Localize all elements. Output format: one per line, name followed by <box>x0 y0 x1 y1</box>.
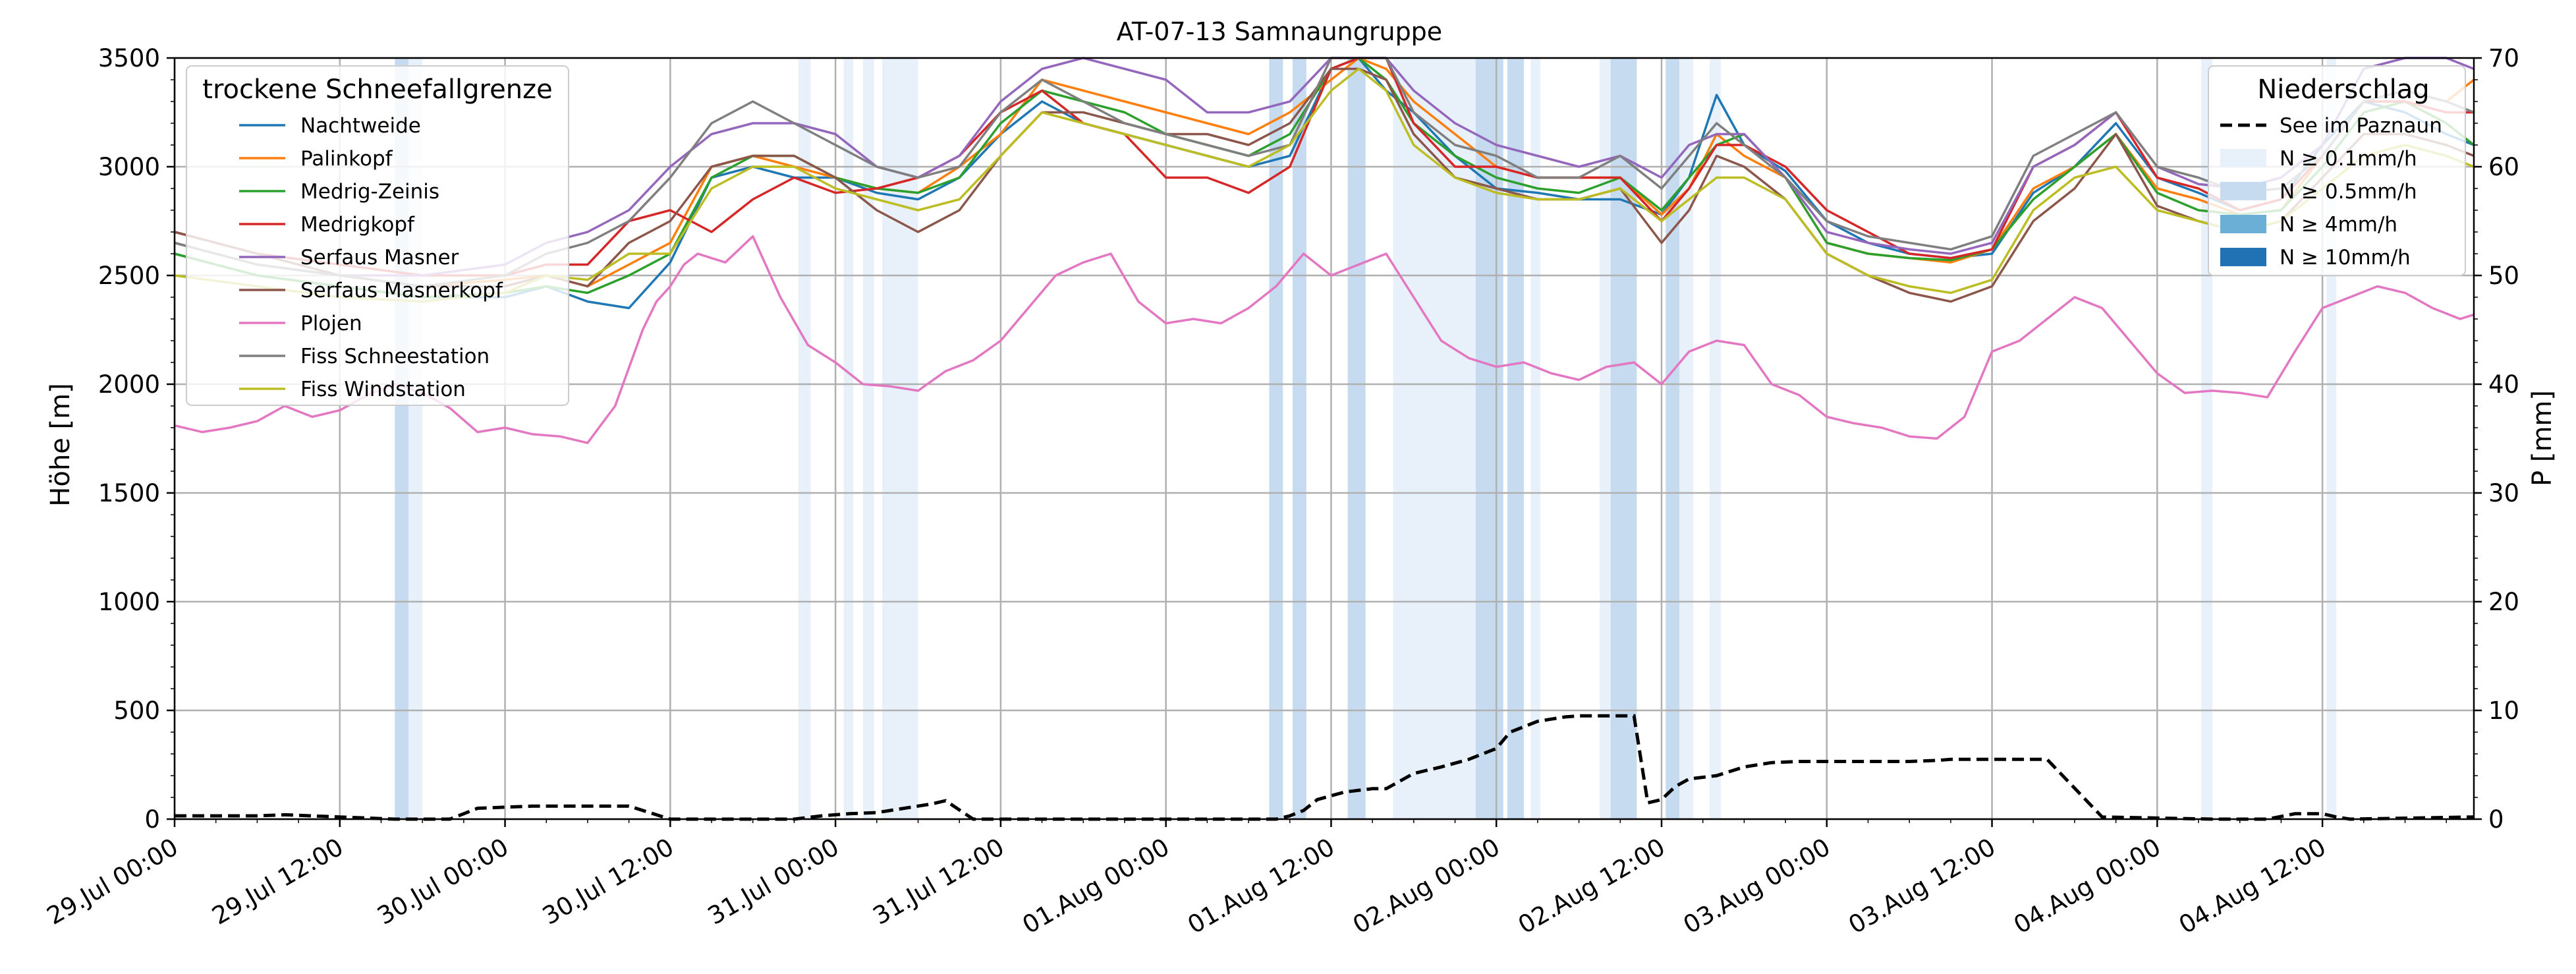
x-tick-label: 03.Aug 00:00 <box>1679 833 1835 940</box>
legend-label: Medrig-Zeinis <box>300 180 439 204</box>
y-tick-label: 2500 <box>98 262 160 290</box>
legend-swatch <box>2220 248 2266 266</box>
precip-band <box>1530 58 1541 819</box>
y-tick-label: 1500 <box>98 479 160 507</box>
y2-axis-label: P [mm] <box>2527 390 2558 486</box>
precip-band <box>1292 58 1306 819</box>
legend-label: Serfaus Masnerkopf <box>300 279 503 302</box>
precip-band <box>862 58 874 819</box>
x-tick-label: 02.Aug 12:00 <box>1513 833 1670 940</box>
y-tick-label: 1000 <box>98 588 160 616</box>
x-tick-label: 04.Aug 12:00 <box>2174 833 2331 940</box>
legend-label: See im Paznaun <box>2280 114 2442 138</box>
y-tick-label: 2000 <box>98 370 160 399</box>
legend-label: Fiss Windstation <box>300 378 466 401</box>
x-tick-label: 31.Jul 12:00 <box>868 833 1009 931</box>
precip-band <box>1347 58 1366 819</box>
legend-snowline: trockene Schneefallgrenze Nachtweide Palin… <box>186 65 569 406</box>
y-tick-label: 0 <box>144 805 160 834</box>
x-tick-label: 04.Aug 00:00 <box>2009 833 2166 940</box>
y2-tick-label: 70 <box>2488 44 2519 72</box>
x-tick-label: 29.Jul 00:00 <box>42 833 183 931</box>
plot-frame <box>173 57 2475 820</box>
y-tick-label: 3000 <box>98 153 160 181</box>
precip-band <box>1679 58 1694 819</box>
y2-tick-label: 50 <box>2488 262 2519 290</box>
precip-band <box>1599 58 1611 819</box>
legend-swatch <box>2220 215 2266 233</box>
series-line-fiss-schneestation <box>174 57 2475 288</box>
legend-label: N ≥ 0.1mm/h <box>2280 147 2417 171</box>
x-tick-label: 01.Aug 12:00 <box>1183 833 1339 940</box>
legend-precipitation: Niederschlag See im Paznaun N ≥ 0.1mm/h N ≥… <box>2208 65 2466 276</box>
legend-label: Nachtweide <box>300 114 421 138</box>
legend-label: Plojen <box>300 312 362 335</box>
precip-band <box>798 58 811 819</box>
x-tick-label: 29.Jul 12:00 <box>208 833 349 931</box>
y-tick-label: 500 <box>113 697 160 725</box>
x-tick-label: 03.Aug 12:00 <box>1844 833 2001 940</box>
precip-band <box>1269 58 1283 819</box>
y-tick-label: 3500 <box>98 44 160 72</box>
series-line-serfaus-masnerkopf <box>174 67 2475 303</box>
x-tick-label: 30.Jul 12:00 <box>538 833 679 931</box>
precip-band <box>1666 58 1680 819</box>
precip-band <box>1475 58 1503 819</box>
legend-label: N ≥ 0.5mm/h <box>2280 180 2417 204</box>
precip-band <box>1610 58 1637 819</box>
legend-label: Fiss Schneestation <box>300 345 490 368</box>
legend-label: Medrigkopf <box>300 213 415 237</box>
y2-tick-label: 30 <box>2488 479 2519 507</box>
legend-box <box>2208 65 2466 276</box>
y2-tick-label: 0 <box>2488 805 2504 834</box>
y2-tick-label: 40 <box>2488 370 2519 399</box>
x-tick-label: 02.Aug 00:00 <box>1348 833 1505 940</box>
precip-line-see-im-paznaun <box>175 714 2475 821</box>
precip-band <box>843 58 854 819</box>
legend-swatch <box>2220 149 2266 167</box>
legend-label: N ≥ 10mm/h <box>2280 246 2411 270</box>
y2-tick-label: 10 <box>2488 697 2519 725</box>
x-tick-label: 01.Aug 00:00 <box>1018 833 1175 940</box>
precipitation-bands <box>395 58 2337 819</box>
series-lines <box>174 57 2475 444</box>
series-line-fiss-windstation <box>174 67 2475 303</box>
precipitation-line <box>175 714 2475 821</box>
y2-tick-label: 60 <box>2488 153 2519 181</box>
legend-label: N ≥ 4mm/h <box>2280 213 2397 237</box>
precip-band <box>1710 58 1721 819</box>
legend-title: trockene Schneefallgrenze <box>202 74 552 105</box>
y-axis-label: Höhe [m] <box>45 383 76 506</box>
chart-title: AT-07-13 Samnaungruppe <box>1117 17 1442 46</box>
legend-box <box>186 65 569 406</box>
legend-title: Niederschlag <box>2257 74 2429 105</box>
legend-swatch <box>2220 182 2266 200</box>
y2-tick-label: 20 <box>2488 588 2519 616</box>
legend-label: Serfaus Masner <box>300 246 459 270</box>
x-tick-label: 31.Jul 00:00 <box>703 833 844 931</box>
series-line-plojen <box>174 235 2475 444</box>
precip-band <box>1393 58 1476 819</box>
legend-label: Palinkopf <box>300 147 393 171</box>
x-tick-label: 30.Jul 00:00 <box>372 833 513 931</box>
